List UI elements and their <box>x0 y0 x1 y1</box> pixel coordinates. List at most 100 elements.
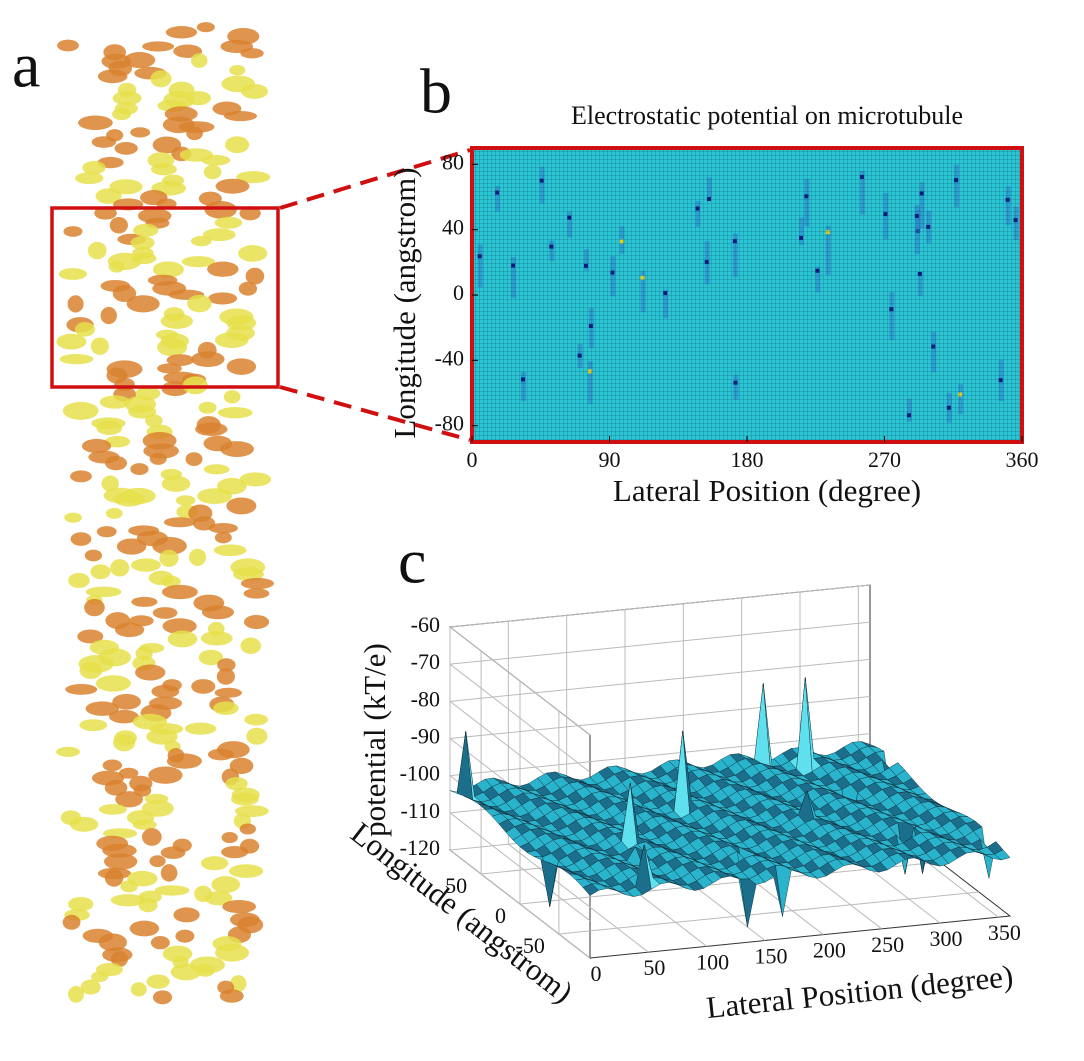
protein-blob <box>202 228 236 242</box>
protein-blob <box>152 261 184 278</box>
microtubule-image <box>56 22 274 1005</box>
protein-blob <box>226 497 257 515</box>
protein-blob <box>113 734 136 752</box>
protein-blob <box>204 200 237 219</box>
protein-blob <box>56 746 81 757</box>
protein-blob <box>219 989 244 1003</box>
protein-blob <box>112 284 137 302</box>
x-axis-label: Lateral Position (degree) <box>705 958 1015 1025</box>
protein-blob <box>102 759 123 772</box>
grid-line <box>449 584 871 628</box>
protein-blob <box>239 823 256 835</box>
protein-blob <box>131 252 157 265</box>
protein-blob <box>157 363 182 374</box>
protein-blob <box>101 475 119 492</box>
protein-blob <box>110 559 130 577</box>
protein-blob <box>98 933 127 952</box>
heatmap-grid <box>472 148 1022 442</box>
x-tick-label: 250 <box>871 932 904 957</box>
protein-blob <box>87 241 107 260</box>
grid-line <box>558 891 979 935</box>
protein-blob <box>214 687 242 698</box>
z-tick-label: -80 <box>411 686 440 711</box>
z-tick-label: -90 <box>411 724 440 749</box>
protein-blob <box>62 401 99 420</box>
y-tick-label: 50 <box>445 873 467 898</box>
protein-blob <box>130 127 151 138</box>
protein-blob <box>146 728 178 745</box>
protein-blob <box>152 536 187 555</box>
protein-blob <box>200 631 233 646</box>
protein-blob <box>222 900 257 914</box>
protein-blob <box>159 549 179 567</box>
heatmap: Electrostatic potential on microtubule 0 9… <box>387 101 1038 508</box>
protein-blob <box>114 622 145 638</box>
zoom-line <box>279 148 471 210</box>
protein-blob <box>130 982 147 997</box>
protein-blob <box>208 292 238 305</box>
protein-blob <box>238 245 268 262</box>
surface-facet <box>993 849 1011 861</box>
protein-blob <box>211 876 241 893</box>
protein-blob <box>109 179 143 195</box>
protein-blob <box>56 333 87 350</box>
protein-blob <box>198 401 217 414</box>
protein-blob <box>131 558 161 572</box>
protein-blob <box>75 172 104 185</box>
zoom-line <box>279 385 471 442</box>
protein-blob <box>162 618 197 635</box>
protein-blob <box>132 223 159 237</box>
protein-blob <box>79 661 103 680</box>
protein-blob <box>96 526 117 538</box>
protein-blob <box>214 216 243 229</box>
protein-blob <box>130 235 155 250</box>
protein-blob <box>108 260 125 273</box>
y-tick-label: -80 <box>435 411 464 436</box>
protein-blob <box>79 719 108 732</box>
protein-blob <box>191 351 225 367</box>
protein-blob <box>104 853 138 870</box>
protein-blob <box>161 475 191 492</box>
protein-blob <box>148 766 183 784</box>
protein-blob <box>175 929 195 943</box>
x-tick-label: 200 <box>813 938 846 963</box>
protein-blob <box>149 452 167 465</box>
protein-blob <box>225 776 248 791</box>
grid-line <box>449 663 591 773</box>
protein-blob <box>207 748 234 761</box>
protein-blob <box>203 464 230 475</box>
y-axis-label: Longitude (angstrom) <box>387 167 422 438</box>
x-tick-label: 350 <box>988 920 1021 945</box>
protein-blob <box>244 713 268 726</box>
x-axis-label: Lateral Position (degree) <box>613 473 921 508</box>
protein-blob <box>146 974 170 989</box>
protein-blob <box>138 898 158 913</box>
protein-blob <box>68 572 90 589</box>
protein-blob <box>197 488 233 504</box>
protein-blob <box>215 943 250 962</box>
protein-blob <box>95 188 122 204</box>
protein-blob <box>243 614 270 629</box>
protein-blob <box>131 596 158 607</box>
protein-blob <box>90 971 109 983</box>
z-tick-label: -100 <box>400 761 440 786</box>
protein-blob <box>233 567 264 582</box>
protein-blob <box>112 107 132 121</box>
protein-blob <box>229 65 246 76</box>
protein-blob <box>149 855 166 868</box>
protein-blob <box>65 684 98 695</box>
protein-blob <box>240 83 269 99</box>
protein-blob <box>161 575 181 588</box>
protein-blob <box>96 420 123 436</box>
protein-blob <box>142 41 175 52</box>
protein-blob <box>213 701 239 716</box>
protein-blob <box>90 564 111 580</box>
protein-blob <box>121 487 156 505</box>
protein-blob <box>110 894 146 907</box>
protein-blob <box>150 70 172 88</box>
protein-blob <box>201 605 234 620</box>
protein-blob <box>188 548 207 566</box>
protein-blob <box>213 544 247 557</box>
protein-blob <box>62 914 81 930</box>
